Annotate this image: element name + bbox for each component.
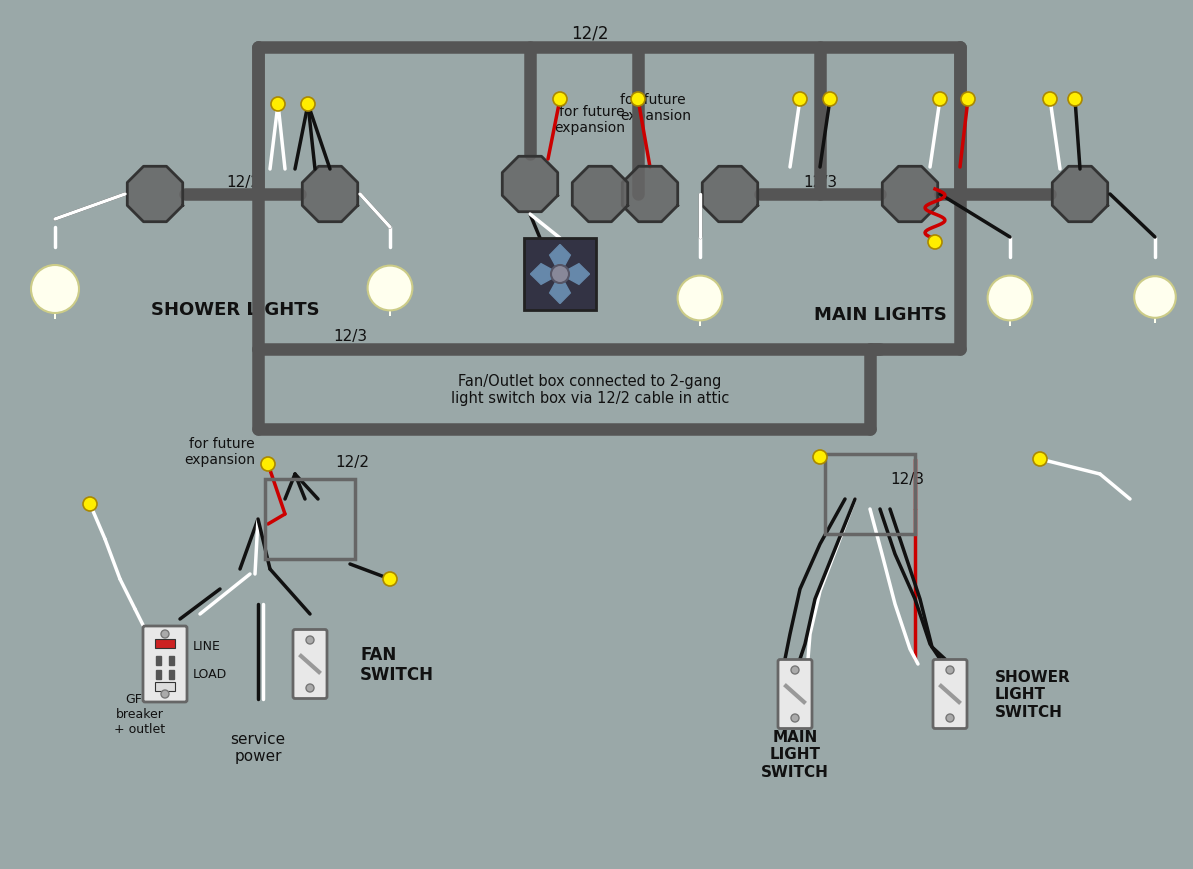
Polygon shape — [703, 167, 758, 222]
Text: 12/3: 12/3 — [803, 176, 837, 190]
Circle shape — [305, 684, 314, 693]
Text: SHOWER LIGHTS: SHOWER LIGHTS — [150, 301, 320, 319]
Polygon shape — [502, 157, 557, 213]
Text: service
power: service power — [230, 731, 285, 763]
Circle shape — [791, 667, 799, 674]
Circle shape — [631, 93, 645, 107]
Text: for future
expansion: for future expansion — [620, 93, 691, 123]
Text: 12/2: 12/2 — [571, 24, 608, 42]
Polygon shape — [623, 167, 678, 222]
Circle shape — [988, 276, 1032, 321]
Polygon shape — [390, 277, 408, 316]
Bar — [1001, 279, 1019, 291]
Circle shape — [84, 497, 97, 512]
Text: MAIN
LIGHT
SWITCH: MAIN LIGHT SWITCH — [761, 729, 829, 779]
Circle shape — [678, 276, 723, 321]
Circle shape — [161, 630, 169, 638]
Circle shape — [793, 93, 806, 107]
Circle shape — [31, 266, 79, 314]
Polygon shape — [302, 167, 358, 222]
Text: Fan/Outlet box connected to 2-gang
light switch box via 12/2 cable in attic: Fan/Outlet box connected to 2-gang light… — [451, 374, 729, 406]
FancyBboxPatch shape — [293, 630, 327, 699]
Text: 12/3: 12/3 — [333, 329, 367, 344]
Bar — [691, 279, 710, 291]
Polygon shape — [55, 278, 74, 320]
Text: 12/2: 12/2 — [335, 455, 369, 470]
Circle shape — [261, 457, 276, 472]
Polygon shape — [1052, 167, 1108, 222]
Bar — [155, 640, 175, 648]
Text: 12/2: 12/2 — [225, 176, 260, 190]
Bar — [45, 269, 64, 282]
Text: for future
expansion: for future expansion — [184, 436, 255, 467]
Text: SHOWER
LIGHT
SWITCH: SHOWER LIGHT SWITCH — [995, 669, 1071, 719]
Bar — [169, 670, 174, 680]
Text: 12/3: 12/3 — [890, 472, 925, 487]
Bar — [826, 454, 915, 534]
Polygon shape — [1155, 288, 1172, 323]
Circle shape — [161, 690, 169, 698]
Bar — [155, 682, 175, 691]
Circle shape — [791, 714, 799, 722]
Bar — [524, 239, 596, 310]
Circle shape — [823, 93, 837, 107]
Circle shape — [812, 450, 827, 464]
Text: LINE: LINE — [193, 640, 221, 653]
Polygon shape — [700, 288, 718, 327]
Bar — [381, 269, 400, 281]
Polygon shape — [550, 245, 570, 275]
Polygon shape — [1010, 288, 1028, 327]
Circle shape — [383, 573, 397, 587]
Circle shape — [554, 93, 567, 107]
Circle shape — [1033, 453, 1047, 467]
Bar — [1146, 280, 1163, 290]
Polygon shape — [128, 167, 183, 222]
Text: MAIN LIGHTS: MAIN LIGHTS — [814, 306, 946, 323]
FancyBboxPatch shape — [778, 660, 812, 729]
Text: for future
expansion: for future expansion — [554, 105, 625, 135]
Circle shape — [946, 714, 954, 722]
Polygon shape — [573, 167, 628, 222]
Circle shape — [962, 93, 975, 107]
Text: LOAD: LOAD — [193, 667, 227, 680]
Polygon shape — [560, 264, 589, 285]
Bar — [265, 480, 356, 560]
Bar — [169, 656, 174, 666]
Circle shape — [305, 636, 314, 644]
Bar — [156, 656, 161, 666]
Circle shape — [1135, 277, 1176, 318]
Text: GFCI
breaker
+ outlet: GFCI breaker + outlet — [115, 693, 166, 736]
Polygon shape — [883, 167, 938, 222]
Polygon shape — [550, 275, 570, 304]
FancyBboxPatch shape — [933, 660, 968, 729]
Circle shape — [928, 235, 942, 249]
Circle shape — [933, 93, 947, 107]
Circle shape — [1043, 93, 1057, 107]
Circle shape — [301, 98, 315, 112]
FancyBboxPatch shape — [143, 627, 187, 702]
Bar — [156, 670, 161, 680]
Circle shape — [551, 266, 569, 283]
Circle shape — [367, 266, 413, 311]
Circle shape — [271, 98, 285, 112]
Circle shape — [946, 667, 954, 674]
Polygon shape — [531, 264, 560, 285]
Circle shape — [1068, 93, 1082, 107]
Text: FAN
SWITCH: FAN SWITCH — [360, 645, 434, 684]
